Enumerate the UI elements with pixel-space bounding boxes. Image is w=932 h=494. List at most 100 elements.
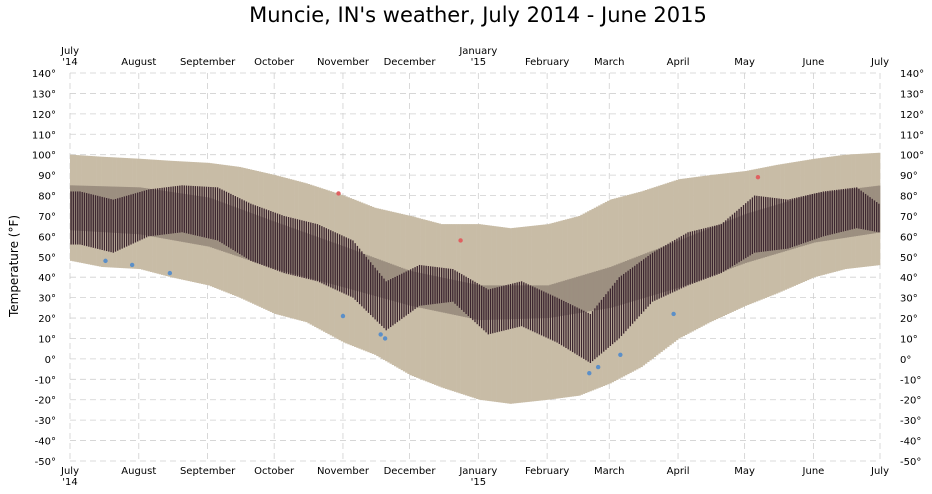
actual-temp-bar [849, 188, 851, 230]
actual-temp-bar [296, 219, 299, 277]
actual-temp-bar [816, 192, 818, 239]
actual-temp-bar [374, 267, 376, 320]
actual-temp-bar [139, 191, 141, 241]
actual-temp-bar [421, 265, 423, 306]
actual-temp-bar [385, 281, 387, 331]
actual-temp-bar [463, 275, 465, 312]
actual-temp-bar [347, 238, 350, 296]
actual-temp-bar [312, 223, 314, 281]
actual-temp-bar [516, 282, 518, 328]
normal-range-bar [589, 272, 592, 312]
actual-temp-bar [409, 269, 412, 313]
actual-temp-bar [636, 264, 638, 319]
actual-temp-bar [725, 220, 727, 271]
record-high-marker [755, 174, 761, 180]
actual-temp-bar [585, 311, 587, 361]
x-tick-label-bottom: July [870, 466, 889, 477]
actual-temp-bar [401, 273, 403, 319]
actual-temp-bar [505, 285, 507, 331]
actual-temp-bar [418, 264, 421, 306]
y-tick-label-left: 110° [32, 130, 56, 141]
actual-temp-bar [121, 197, 123, 249]
normal-range-bar [560, 281, 563, 316]
x-tick-label-top: March [594, 57, 624, 68]
actual-temp-bar [92, 194, 94, 248]
actual-temp-bar [174, 186, 177, 234]
actual-temp-bar [330, 230, 332, 288]
actual-temp-bar [292, 218, 294, 276]
record-low-marker [595, 364, 601, 370]
y-tick-label-left: 20° [38, 314, 56, 325]
actual-temp-bar [547, 293, 549, 339]
y-tick-label-right: -30° [900, 416, 921, 427]
actual-temp-bar [867, 195, 869, 231]
actual-temp-bar [518, 281, 521, 327]
actual-temp-bar [232, 194, 234, 250]
actual-temp-bar [245, 201, 248, 259]
actual-temp-bar [343, 236, 345, 294]
actual-temp-bar [372, 264, 374, 318]
actual-temp-bar [398, 274, 401, 321]
y-tick-label-right: 70° [900, 212, 918, 223]
actual-temp-bar [631, 267, 634, 324]
record-low-marker [378, 332, 383, 337]
actual-temp-bar [558, 298, 560, 344]
actual-temp-bar [878, 203, 880, 233]
actual-temp-bar [798, 197, 800, 245]
actual-temp-bar [332, 231, 334, 289]
actual-temp-bar [718, 224, 720, 274]
actual-temp-bar [714, 225, 716, 276]
actual-temp-bar [665, 245, 667, 296]
actual-temp-bar [503, 285, 505, 331]
actual-temp-bar [818, 192, 820, 238]
actual-temp-bar [745, 203, 747, 259]
x-tick-label-top: August [121, 57, 156, 68]
actual-temp-bar [658, 248, 660, 299]
actual-temp-bar [216, 187, 219, 241]
actual-temp-bar [108, 198, 110, 252]
actual-temp-bar [678, 237, 680, 290]
actual-temp-bar [252, 204, 254, 262]
actual-temp-bar [689, 231, 691, 285]
actual-temp-bar [83, 192, 86, 246]
actual-temp-bar [392, 278, 394, 326]
actual-temp-bar [396, 275, 398, 323]
actual-temp-bar [776, 198, 778, 250]
x-tick-label-bottom: February [525, 466, 569, 477]
y-tick-label-right: -10° [900, 375, 921, 386]
record-low-marker [103, 258, 108, 264]
actual-temp-bar [691, 231, 694, 284]
y-tick-label-right: 40° [900, 273, 918, 284]
actual-temp-bar [77, 191, 79, 245]
y-tick-label-left: 130° [32, 89, 56, 100]
actual-temp-bar [110, 199, 112, 253]
actual-temp-bar [338, 234, 341, 292]
actual-temp-bar [538, 289, 541, 335]
record-low-marker [340, 313, 346, 319]
actual-temp-bar [456, 271, 458, 306]
normal-range-bar [607, 267, 610, 309]
actual-temp-bar [314, 223, 316, 281]
actual-temp-bar [223, 190, 225, 245]
actual-temp-bar [769, 197, 771, 251]
actual-temp-bar [97, 195, 99, 249]
actual-temp-bar [789, 199, 791, 248]
actual-temp-bar [594, 308, 596, 360]
actual-temp-bar [128, 195, 130, 246]
actual-temp-bar [856, 187, 858, 229]
actual-temp-bar [609, 288, 612, 347]
actual-temp-bar [876, 202, 878, 232]
y-axis-label: Temperature (°F) [7, 215, 21, 318]
actual-temp-bar [625, 272, 627, 332]
normal-range-bar [578, 276, 581, 313]
actual-temp-bar [605, 294, 607, 350]
actual-temp-bar [381, 275, 383, 326]
actual-temp-bar [469, 279, 472, 319]
normal-range-bar [602, 268, 606, 309]
actual-temp-bar [461, 274, 463, 310]
actual-temp-bar [565, 301, 567, 349]
actual-temp-bar [452, 269, 454, 302]
actual-temp-bar [103, 197, 106, 251]
actual-temp-bar [591, 311, 594, 362]
actual-temp-bar [239, 198, 241, 255]
